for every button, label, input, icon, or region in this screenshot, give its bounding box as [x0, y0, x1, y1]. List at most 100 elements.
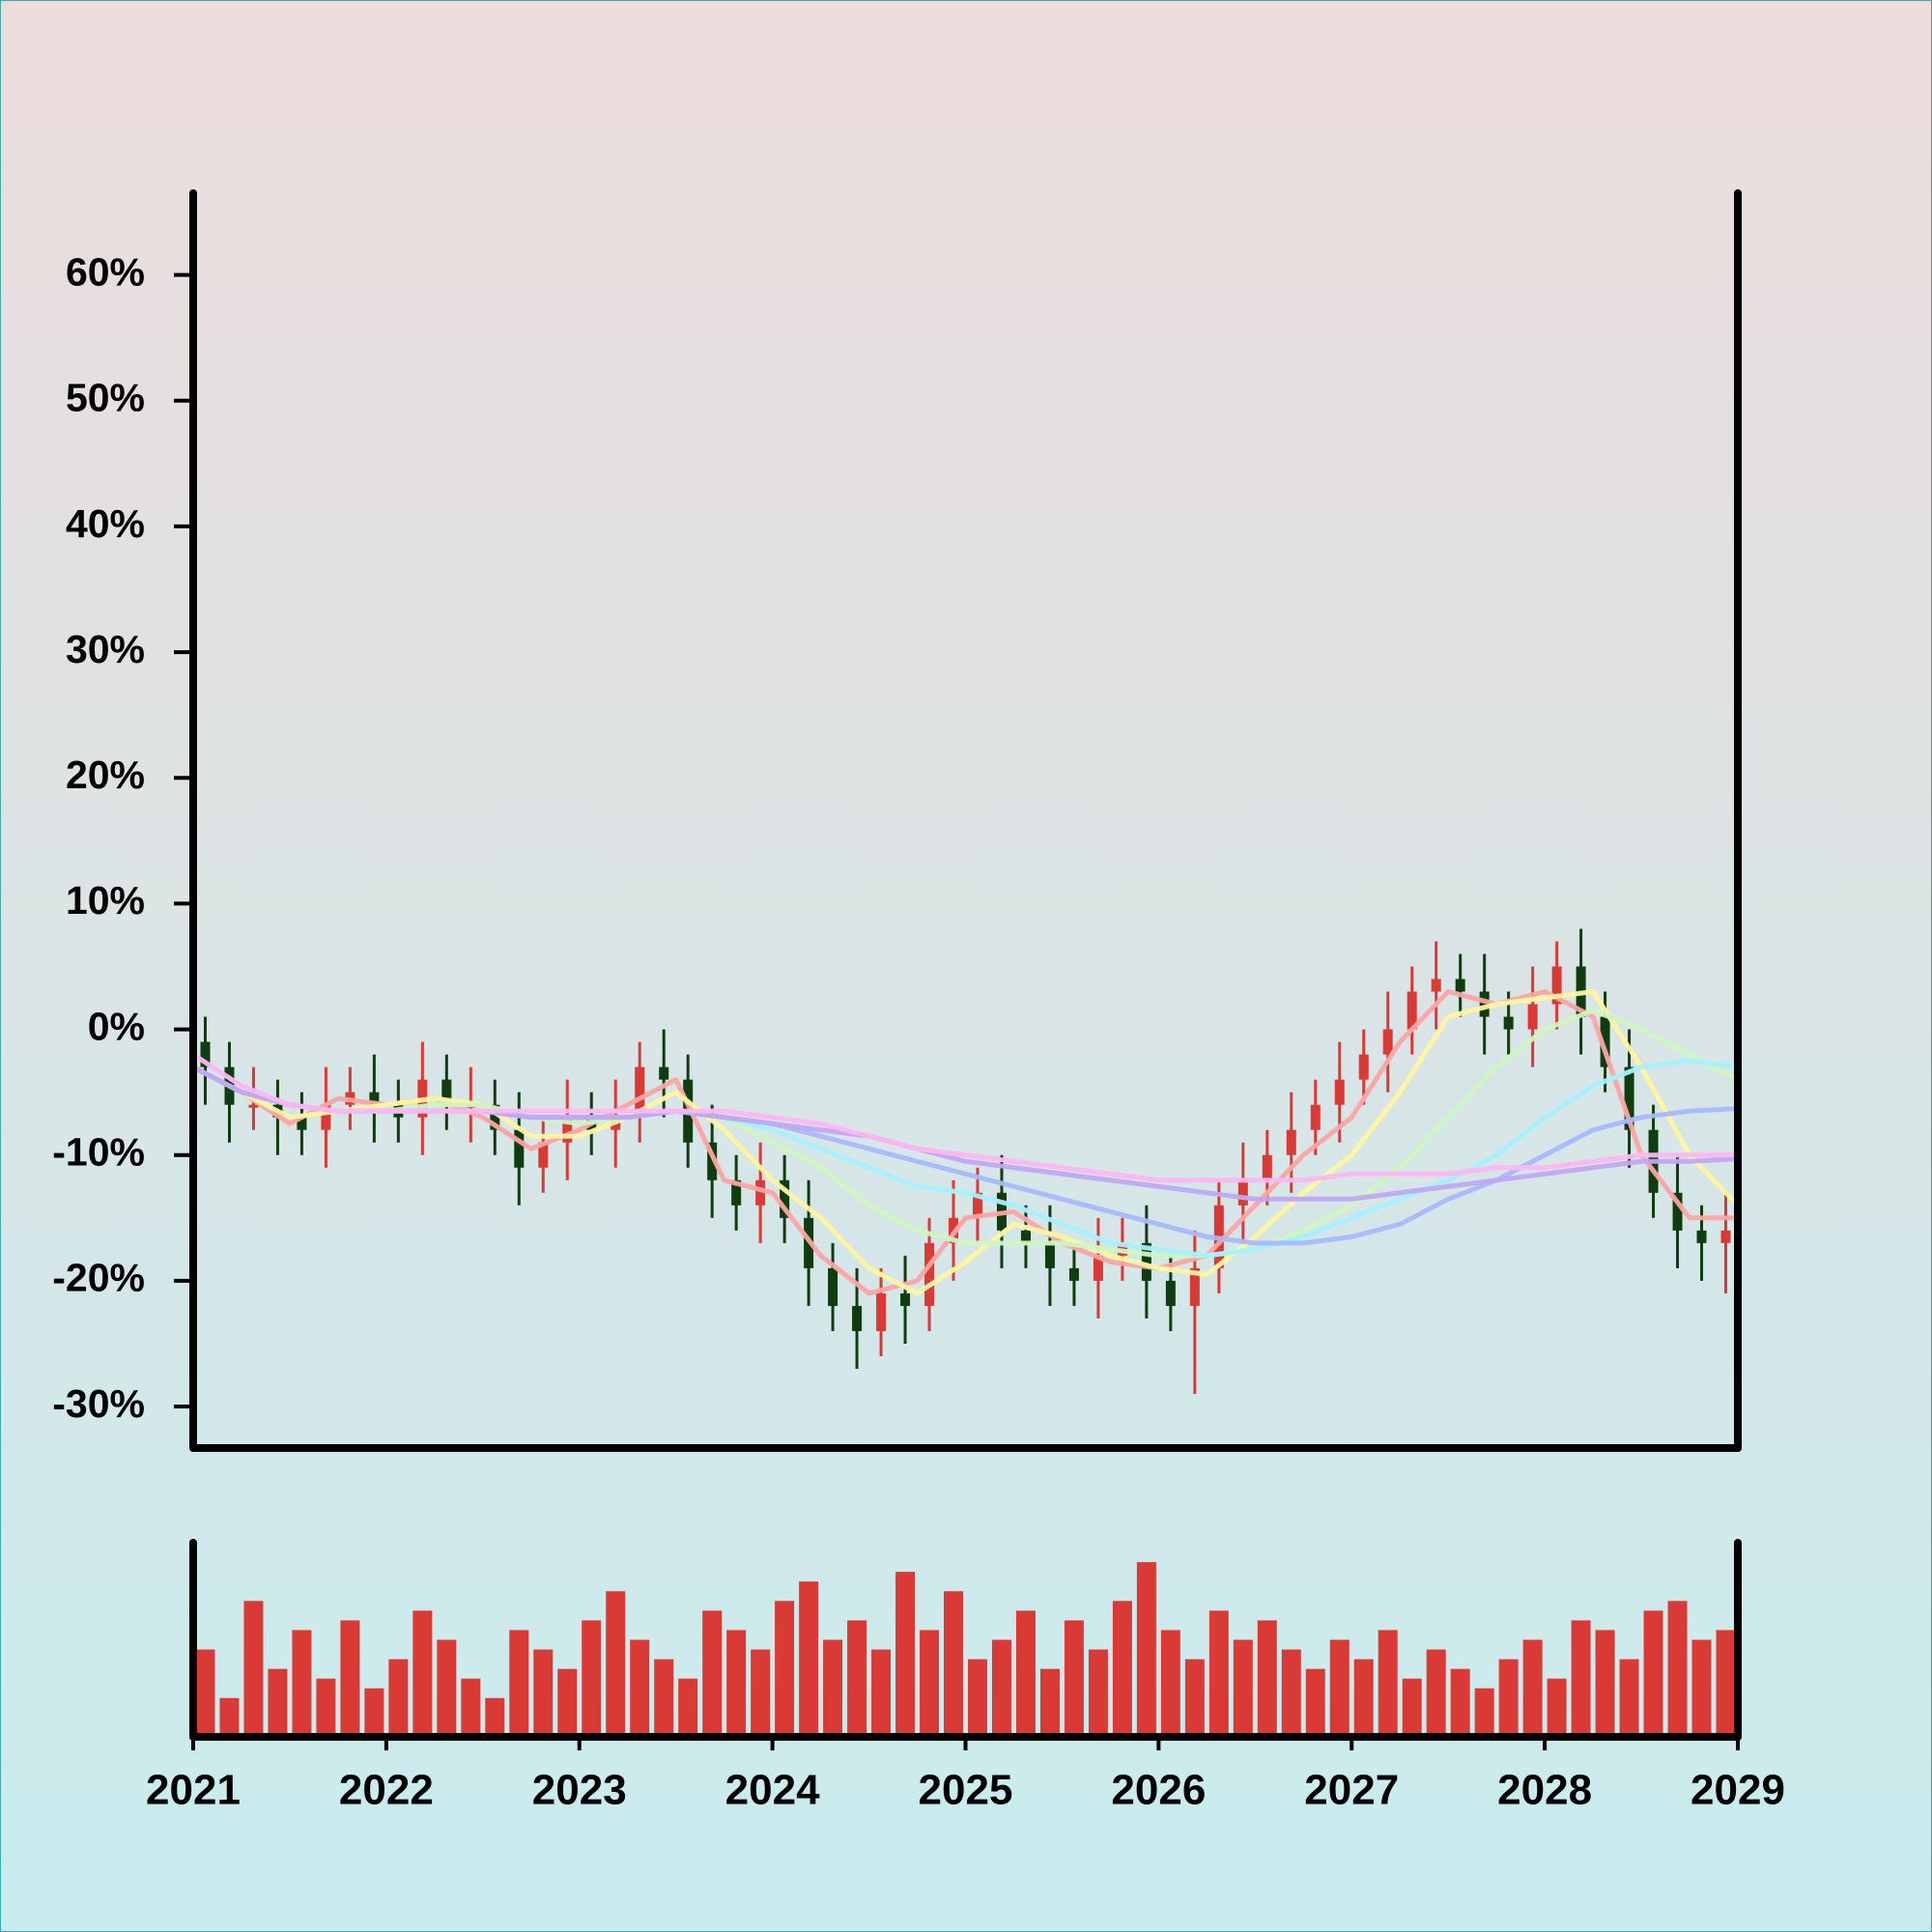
candle-body — [1624, 1066, 1634, 1130]
candle-body — [707, 1142, 718, 1180]
candle-body — [321, 1104, 331, 1130]
candle-body — [1382, 1029, 1393, 1055]
moving-average — [190, 1052, 1741, 1183]
volume-bar — [1378, 1630, 1398, 1737]
candle-body — [659, 1066, 669, 1080]
candle-body — [538, 1142, 549, 1168]
volume-bar — [461, 1678, 481, 1737]
candle-body — [1165, 1280, 1176, 1306]
x-tick-label: 2026 — [1111, 1767, 1206, 1814]
moving-average — [190, 989, 1741, 1296]
volume-bar — [1353, 1659, 1374, 1737]
candle-body — [1479, 991, 1490, 1017]
volume-bar — [702, 1610, 723, 1737]
volume-bar — [871, 1649, 892, 1737]
volume-bar — [606, 1591, 626, 1737]
moving-average — [190, 1008, 1741, 1259]
candle-body — [1358, 1054, 1369, 1080]
volume-bar — [268, 1668, 288, 1737]
volume-bar — [630, 1639, 650, 1737]
volume-bar — [1474, 1688, 1494, 1737]
candle-body — [1068, 1267, 1079, 1281]
volume-bar — [1691, 1639, 1712, 1737]
volume-bar — [799, 1581, 819, 1737]
candle-body — [490, 1104, 500, 1130]
plot: -30% -20% -10% 0% 10% 20% 30% 40% 50% 60% 2021 2022… — [52, 249, 1785, 1813]
volume-bar — [316, 1678, 336, 1737]
volume-bar — [1643, 1610, 1663, 1737]
candle-body — [514, 1129, 525, 1168]
volume-bar — [1088, 1649, 1108, 1737]
volume-bar — [1160, 1630, 1180, 1737]
candle-body — [1551, 966, 1562, 1005]
volume-bar — [1595, 1630, 1615, 1737]
volume-bar — [944, 1591, 964, 1737]
volume-bar — [1667, 1601, 1688, 1737]
volume-bar — [991, 1639, 1011, 1737]
volume-bar — [1064, 1620, 1084, 1737]
candle-body — [1720, 1230, 1731, 1243]
volume-bar — [1450, 1668, 1470, 1737]
candle-body — [1286, 1129, 1296, 1155]
volume-bar — [582, 1620, 602, 1737]
volume-bar — [557, 1668, 578, 1737]
volume-bar — [1039, 1668, 1060, 1737]
candle-body — [248, 1104, 259, 1108]
volume-bar — [195, 1649, 215, 1737]
y-tick-label: 0% — [88, 1004, 145, 1048]
volume-bar — [509, 1630, 529, 1737]
candle-body — [1262, 1154, 1272, 1180]
volume-bar — [1619, 1659, 1639, 1737]
volume-bar — [1184, 1659, 1205, 1737]
candle-body — [1334, 1079, 1345, 1105]
volume-bar — [920, 1630, 940, 1737]
candle-body — [1455, 979, 1465, 992]
volume-bar — [243, 1601, 264, 1737]
x-tick-label: 2025 — [919, 1767, 1013, 1814]
x-tick-label: 2021 — [146, 1767, 241, 1814]
volume-bar — [1498, 1659, 1519, 1737]
y-tick-label: 20% — [66, 753, 145, 797]
volume-bar — [533, 1649, 554, 1737]
candle-body — [755, 1179, 766, 1206]
y-tick-label: 10% — [66, 878, 145, 923]
candle-body — [972, 1192, 982, 1218]
volume-bar — [847, 1620, 867, 1737]
volume-bar — [1402, 1678, 1422, 1737]
candle-body — [900, 1293, 911, 1306]
volume-bar — [895, 1572, 916, 1737]
candle-body — [852, 1305, 863, 1331]
candle-body — [1141, 1242, 1151, 1281]
x-tick-label: 2029 — [1690, 1767, 1785, 1814]
candle-body — [1406, 991, 1417, 1030]
volume-bar — [1281, 1649, 1301, 1737]
x-tick-label: 2024 — [725, 1767, 820, 1814]
volume-bar — [1208, 1610, 1229, 1737]
candle-body — [1600, 1016, 1610, 1067]
volume-bar — [726, 1630, 747, 1737]
x-tick-label: 2023 — [532, 1767, 627, 1814]
candle-body — [924, 1242, 935, 1306]
volume-bar — [340, 1620, 360, 1737]
volume-bar — [751, 1649, 771, 1737]
y-tick-label: 50% — [66, 376, 145, 420]
volume-bar — [1015, 1610, 1036, 1737]
volume-bar — [364, 1688, 384, 1737]
volume-bar — [412, 1610, 433, 1737]
candle-body — [1237, 1179, 1248, 1206]
candle-body — [200, 1041, 211, 1067]
y-tick-label: 30% — [66, 627, 145, 671]
volume-bar — [437, 1639, 457, 1737]
spines — [189, 189, 1742, 1741]
candle-body — [1696, 1230, 1707, 1243]
candle-body — [876, 1293, 887, 1331]
candle-body — [369, 1092, 380, 1105]
volume-bar — [292, 1630, 312, 1737]
y-tick-label: -20% — [52, 1256, 145, 1300]
candle-body — [1310, 1104, 1321, 1130]
x-tick-label: 2027 — [1304, 1767, 1399, 1814]
volume-bar — [1233, 1639, 1253, 1737]
candle-body — [441, 1079, 452, 1105]
y-tick-label: -30% — [52, 1381, 145, 1426]
volume-bar — [1522, 1639, 1543, 1737]
